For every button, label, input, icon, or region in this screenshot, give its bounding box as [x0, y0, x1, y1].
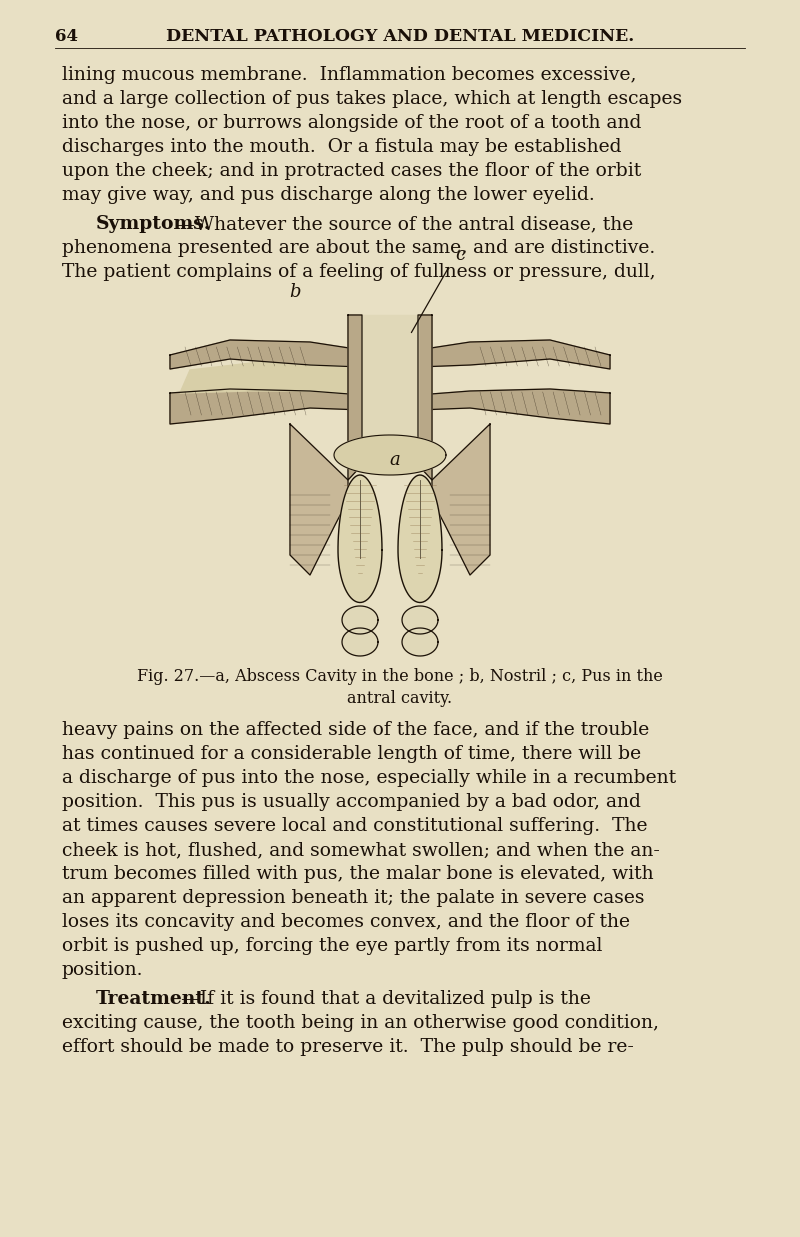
- Text: heavy pains on the affected side of the face, and if the trouble: heavy pains on the affected side of the …: [62, 721, 650, 740]
- Polygon shape: [334, 435, 446, 475]
- Text: cheek is hot, flushed, and somewhat swollen; and when the an-: cheek is hot, flushed, and somewhat swol…: [62, 841, 660, 860]
- Text: discharges into the mouth.  Or a fistula may be established: discharges into the mouth. Or a fistula …: [62, 139, 622, 156]
- Text: upon the cheek; and in protracted cases the floor of the orbit: upon the cheek; and in protracted cases …: [62, 162, 642, 181]
- Polygon shape: [398, 475, 442, 602]
- Text: into the nose, or burrows alongside of the root of a tooth and: into the nose, or burrows alongside of t…: [62, 114, 642, 132]
- Text: b: b: [290, 283, 301, 301]
- Text: position.: position.: [62, 961, 143, 980]
- Text: a discharge of pus into the nose, especially while in a recumbent: a discharge of pus into the nose, especi…: [62, 769, 676, 787]
- Text: effort should be made to preserve it.  The pulp should be re-: effort should be made to preserve it. Th…: [62, 1038, 634, 1056]
- Text: Treatment.: Treatment.: [96, 991, 212, 1008]
- Polygon shape: [170, 340, 362, 369]
- Text: The patient complains of a feeling of fullness or pressure, dull,: The patient complains of a feeling of fu…: [62, 263, 656, 281]
- Polygon shape: [402, 606, 438, 635]
- Text: antral cavity.: antral cavity.: [347, 690, 453, 708]
- Polygon shape: [180, 362, 362, 395]
- Text: orbit is pushed up, forcing the eye partly from its normal: orbit is pushed up, forcing the eye part…: [62, 938, 602, 955]
- Polygon shape: [342, 628, 378, 656]
- Polygon shape: [338, 475, 382, 602]
- Polygon shape: [290, 424, 348, 575]
- Text: Fig. 27.—a, Abscess Cavity in the bone ; b, Nostril ; c, Pus in the: Fig. 27.—a, Abscess Cavity in the bone ;…: [137, 668, 663, 685]
- Text: an apparent depression beneath it; the palate in severe cases: an apparent depression beneath it; the p…: [62, 889, 645, 907]
- Text: exciting cause, the tooth being in an otherwise good condition,: exciting cause, the tooth being in an ot…: [62, 1014, 659, 1033]
- Polygon shape: [418, 315, 432, 480]
- Text: Symptoms.: Symptoms.: [96, 215, 211, 233]
- Text: position.  This pus is usually accompanied by a bad odor, and: position. This pus is usually accompanie…: [62, 793, 641, 811]
- Polygon shape: [418, 388, 610, 424]
- Text: and a large collection of pus takes place, which at length escapes: and a large collection of pus takes plac…: [62, 90, 682, 108]
- Text: 64: 64: [55, 28, 78, 45]
- Polygon shape: [362, 315, 418, 465]
- Text: a: a: [390, 452, 400, 469]
- Text: —If it is found that a devitalized pulp is the: —If it is found that a devitalized pulp …: [181, 991, 591, 1008]
- Polygon shape: [418, 340, 610, 369]
- Text: has continued for a considerable length of time, there will be: has continued for a considerable length …: [62, 745, 641, 763]
- Polygon shape: [432, 424, 490, 575]
- Text: —Whatever the source of the antral disease, the: —Whatever the source of the antral disea…: [176, 215, 634, 233]
- Text: trum becomes filled with pus, the malar bone is elevated, with: trum becomes filled with pus, the malar …: [62, 865, 654, 883]
- Text: phenomena presented are about the same, and are distinctive.: phenomena presented are about the same, …: [62, 239, 655, 257]
- Polygon shape: [348, 315, 362, 480]
- Polygon shape: [402, 628, 438, 656]
- Text: lining mucous membrane.  Inflammation becomes excessive,: lining mucous membrane. Inflammation bec…: [62, 66, 637, 84]
- Polygon shape: [170, 388, 362, 424]
- Text: may give way, and pus discharge along the lower eyelid.: may give way, and pus discharge along th…: [62, 186, 594, 204]
- Text: c: c: [455, 246, 465, 263]
- Text: loses its concavity and becomes convex, and the floor of the: loses its concavity and becomes convex, …: [62, 913, 630, 931]
- Text: DENTAL PATHOLOGY AND DENTAL MEDICINE.: DENTAL PATHOLOGY AND DENTAL MEDICINE.: [166, 28, 634, 45]
- Text: at times causes severe local and constitutional suffering.  The: at times causes severe local and constit…: [62, 818, 647, 835]
- Polygon shape: [342, 606, 378, 635]
